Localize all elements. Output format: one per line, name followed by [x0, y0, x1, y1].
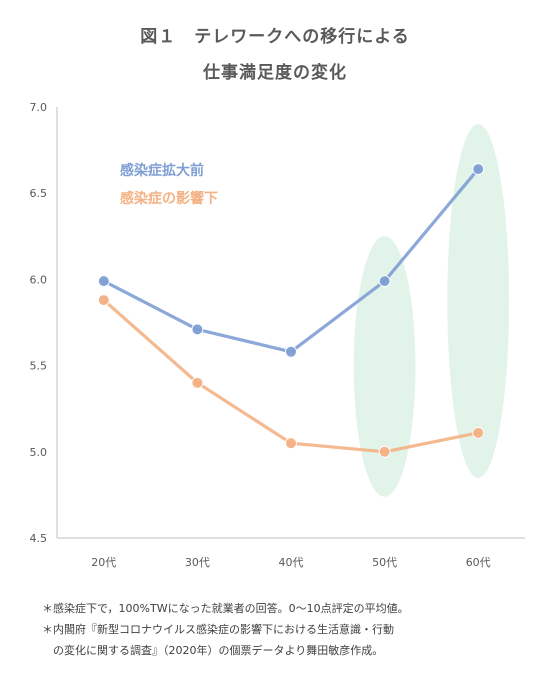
chart-title-line1: 図１ テレワークへの移行による — [140, 27, 410, 47]
footnotes: ＊感染症下で，100%TWになった就業者の回答。0〜10点評定の平均値。 ＊内閣… — [42, 598, 409, 661]
y-tick-label: 6.5 — [30, 187, 48, 200]
series-1 — [97, 163, 485, 358]
x-tick-label: 20代 — [91, 556, 116, 569]
footnote-2: ＊内閣府『新型コロナウイルス感染症の影響下における生活意識・行動 — [42, 623, 394, 636]
data-point — [97, 294, 110, 307]
data-point — [285, 345, 297, 358]
y-tick-label: 7.0 — [30, 101, 48, 114]
data-point — [378, 275, 391, 288]
y-tick-label: 4.5 — [30, 532, 48, 545]
data-point — [191, 376, 204, 389]
footnote-1: ＊感染症下で，100%TWになった就業者の回答。0〜10点評定の平均値。 — [42, 602, 409, 615]
line-chart: 4.5 5.0 5.5 6.0 6.5 7.0 20代 30代 40代 50代 60代 感染症拡大前… — [30, 101, 525, 569]
data-point — [378, 445, 391, 458]
axes: 4.5 5.0 5.5 6.0 6.5 7.0 20代 30代 40代 50代 60代 — [30, 101, 525, 569]
data-point — [97, 275, 110, 288]
y-tick-label: 6.0 — [30, 273, 48, 286]
highlight-layer — [353, 124, 510, 497]
data-point — [472, 426, 485, 439]
series-layer — [97, 163, 485, 458]
series-line — [102, 298, 480, 454]
y-tick-label: 5.5 — [30, 360, 48, 373]
data-point — [285, 437, 297, 450]
legend-entry-1: 感染症拡大前 — [120, 162, 204, 179]
x-tick-label: 60代 — [466, 556, 491, 569]
x-tick-label: 40代 — [279, 556, 304, 569]
highlight-ellipse-50代 — [353, 236, 416, 497]
footnote-3: の変化に関する調査』（2020年）の個票データより舞田敏彦作成。 — [53, 644, 384, 657]
data-point — [191, 323, 204, 336]
x-tick-label: 50代 — [372, 556, 397, 569]
legend-entry-2: 感染症の影響下 — [120, 190, 218, 207]
series-2 — [97, 294, 485, 458]
x-tick-label: 30代 — [185, 556, 210, 569]
y-tick-label: 5.0 — [30, 446, 48, 459]
data-point — [472, 163, 485, 176]
highlight-ellipse-60代 — [447, 124, 510, 478]
chart-title-line2: 仕事満足度の変化 — [203, 63, 347, 83]
